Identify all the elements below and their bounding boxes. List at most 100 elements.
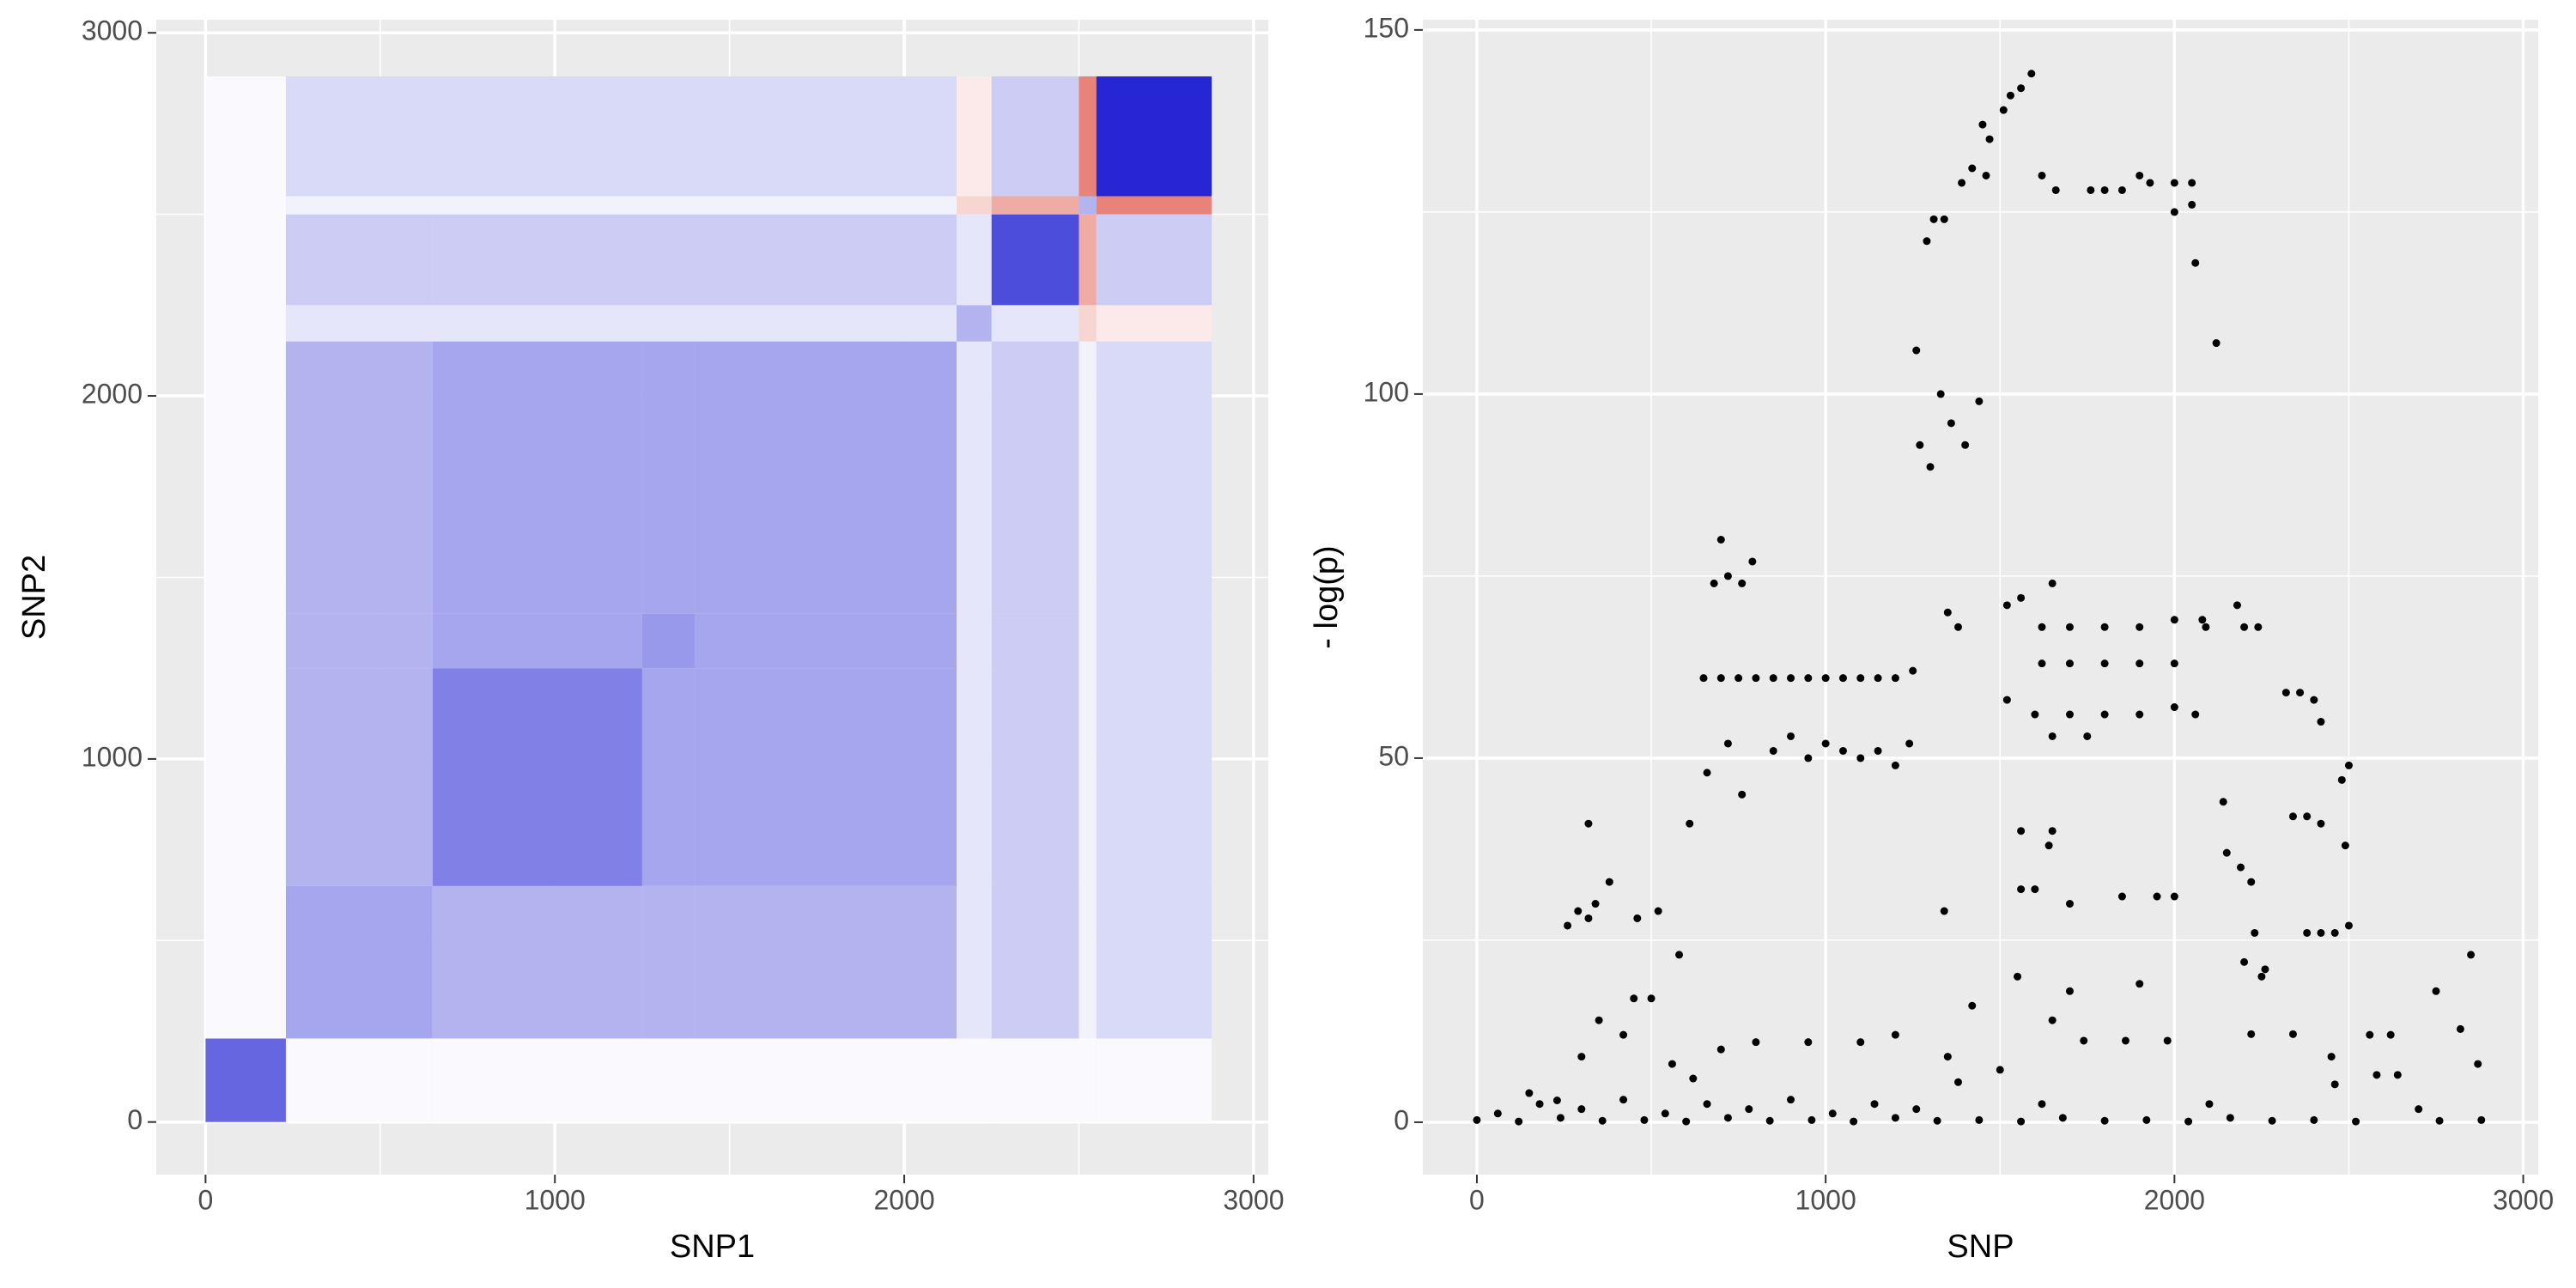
heatmap-cell	[694, 214, 957, 306]
point	[2006, 91, 2014, 100]
point	[2170, 703, 2178, 712]
point	[1940, 907, 1948, 915]
heatmap-cell	[1096, 196, 1212, 215]
point	[1595, 1016, 1603, 1024]
heatmap-cell	[1078, 613, 1097, 669]
point	[2048, 732, 2057, 740]
heatmap-cell	[205, 613, 286, 669]
point	[2014, 972, 2022, 981]
heatmap-cell	[285, 1038, 433, 1122]
point	[2083, 732, 2092, 740]
x-axis-title: SNP1	[670, 1229, 755, 1265]
point	[1936, 390, 1945, 398]
point	[2212, 339, 2221, 348]
point	[1619, 1030, 1628, 1039]
point	[2170, 659, 2178, 668]
point	[2017, 827, 2026, 835]
point	[1738, 790, 1747, 799]
heatmap-cell	[991, 341, 1079, 614]
heatmap-cell	[1096, 885, 1212, 1039]
point	[1999, 106, 2008, 114]
heatmap-cell	[432, 76, 642, 197]
point	[1943, 608, 1952, 617]
point	[1943, 1053, 1952, 1061]
heatmap-cell	[432, 613, 642, 669]
point	[2240, 623, 2249, 631]
heatmap-cell	[1078, 885, 1097, 1039]
x-tick-label: 3000	[1223, 1184, 1284, 1215]
point	[2188, 200, 2196, 209]
point	[1787, 674, 1795, 683]
point	[2170, 616, 2178, 624]
point	[1710, 579, 1718, 587]
point	[2303, 928, 2312, 937]
point	[2303, 812, 2312, 821]
point	[2257, 972, 2266, 981]
point	[1686, 819, 1694, 828]
point	[1804, 1038, 1813, 1047]
heatmap-cell	[641, 214, 695, 306]
point	[2100, 1116, 2109, 1125]
point	[2337, 775, 2346, 784]
point	[2372, 1071, 2381, 1079]
x-tick-label: 0	[197, 1184, 213, 1215]
point	[2386, 1030, 2395, 1039]
point	[1856, 674, 1865, 683]
heatmap-cell	[641, 613, 695, 669]
point	[2136, 980, 2144, 988]
point	[1954, 1078, 1963, 1086]
point	[1668, 1060, 1676, 1068]
point	[2222, 848, 2231, 857]
point	[1975, 1115, 1984, 1124]
point	[1804, 754, 1813, 762]
point	[2031, 710, 2039, 719]
heatmap-cell	[957, 1038, 992, 1122]
point	[1968, 1001, 1977, 1010]
point	[2477, 1115, 2486, 1124]
point	[2100, 185, 2109, 194]
point	[2233, 601, 2241, 610]
point	[2415, 1105, 2423, 1114]
point	[1703, 769, 1711, 777]
point	[1584, 914, 1593, 922]
point	[2117, 892, 2126, 901]
point	[2146, 179, 2154, 187]
point	[2330, 1080, 2339, 1089]
heatmap-cell	[641, 668, 695, 886]
point	[2188, 179, 2196, 187]
point	[1473, 1115, 1481, 1124]
heatmap-cell	[285, 341, 433, 614]
point	[2281, 689, 2290, 697]
point	[2191, 258, 2200, 267]
point	[2268, 1116, 2276, 1125]
point	[1647, 994, 1656, 1003]
heatmap-cell	[285, 196, 433, 215]
heatmap-cell	[285, 76, 433, 197]
point	[2038, 659, 2046, 668]
point	[2310, 1115, 2318, 1124]
point	[2456, 1024, 2464, 1033]
heatmap-cell	[1096, 1038, 1212, 1122]
heatmap-cell	[1078, 305, 1097, 342]
point	[2366, 1030, 2374, 1039]
plot-background	[1423, 20, 2538, 1175]
point	[1525, 1089, 1534, 1097]
point	[1640, 1115, 1649, 1124]
point	[2027, 70, 2036, 78]
point	[2121, 1036, 2129, 1045]
point	[2051, 185, 2060, 194]
point	[2344, 761, 2353, 769]
point	[2432, 987, 2440, 995]
heatmap-cell	[1078, 196, 1097, 215]
point	[1982, 171, 1990, 179]
point	[1675, 951, 1684, 959]
heatmap-cell	[1096, 613, 1212, 669]
point	[1968, 164, 1977, 173]
point	[2031, 885, 2039, 894]
point	[1821, 739, 1830, 748]
x-axis-title: SNP	[1947, 1229, 2014, 1265]
point	[2017, 84, 2026, 93]
point	[2100, 623, 2109, 631]
heatmap-cell	[694, 341, 957, 614]
